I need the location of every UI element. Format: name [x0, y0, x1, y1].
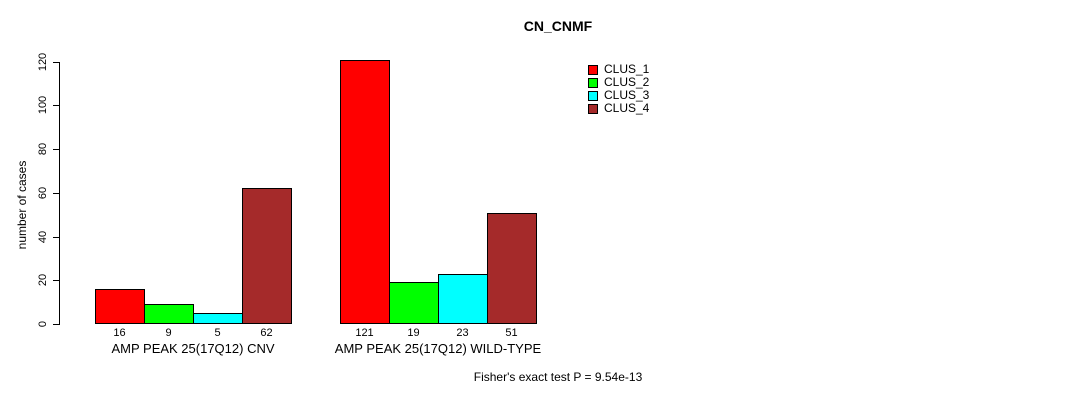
bar-value-label: 23: [456, 327, 469, 339]
bar-value-label: 19: [407, 327, 420, 339]
y-tick-label: 120: [37, 52, 49, 71]
fisher-test-annotation: Fisher's exact test P = 9.54e-13: [473, 370, 643, 384]
y-tick: [53, 149, 59, 151]
legend-item: CLUS_4: [588, 102, 649, 115]
legend-label: CLUS_2: [604, 75, 650, 89]
y-tick-label: 0: [37, 320, 49, 328]
bar: [144, 304, 194, 324]
y-tick: [53, 236, 59, 238]
legend-label: CLUS_4: [604, 101, 650, 115]
bar: [242, 188, 292, 324]
chart-title: CN_CNMF: [523, 18, 593, 34]
y-tick: [53, 192, 59, 194]
y-tick: [53, 105, 59, 107]
y-tick: [53, 61, 59, 63]
legend-swatch: [588, 77, 598, 88]
y-tick: [53, 324, 59, 325]
bar-value-label: 9: [165, 327, 172, 339]
legend-item: CLUS_3: [588, 89, 649, 102]
bar-value-label: 16: [113, 327, 126, 339]
bar: [438, 273, 488, 324]
y-axis-label: number of cases: [15, 160, 29, 250]
y-tick-label: 40: [37, 230, 49, 243]
bar: [193, 313, 243, 324]
y-tick-label: 100: [37, 96, 49, 115]
legend-swatch: [588, 64, 598, 75]
legend-label: CLUS_1: [604, 62, 650, 76]
group-label: AMP PEAK 25(17Q12) WILD-TYPE: [334, 341, 542, 356]
bar: [95, 289, 145, 324]
bar: [389, 282, 439, 324]
bar-value-label: 51: [505, 327, 518, 339]
y-axis-line: [59, 61, 60, 325]
y-tick-label: 60: [37, 186, 49, 199]
group-label: AMP PEAK 25(17Q12) CNV: [111, 341, 275, 356]
bar-value-label: 62: [260, 327, 273, 339]
bar: [340, 59, 390, 324]
legend-label: CLUS_3: [604, 88, 650, 102]
legend: CLUS_1 CLUS_2 CLUS_3 CLUS_4: [588, 63, 649, 115]
bar-value-label: 121: [355, 327, 374, 339]
y-tick: [53, 280, 59, 282]
bar: [487, 212, 537, 324]
y-tick-label: 20: [37, 274, 49, 287]
bar-value-label: 5: [214, 327, 221, 339]
legend-swatch: [588, 103, 598, 114]
legend-item: CLUS_2: [588, 76, 649, 89]
y-tick-label: 80: [37, 143, 49, 156]
legend-item: CLUS_1: [588, 63, 649, 76]
legend-swatch: [588, 90, 598, 101]
